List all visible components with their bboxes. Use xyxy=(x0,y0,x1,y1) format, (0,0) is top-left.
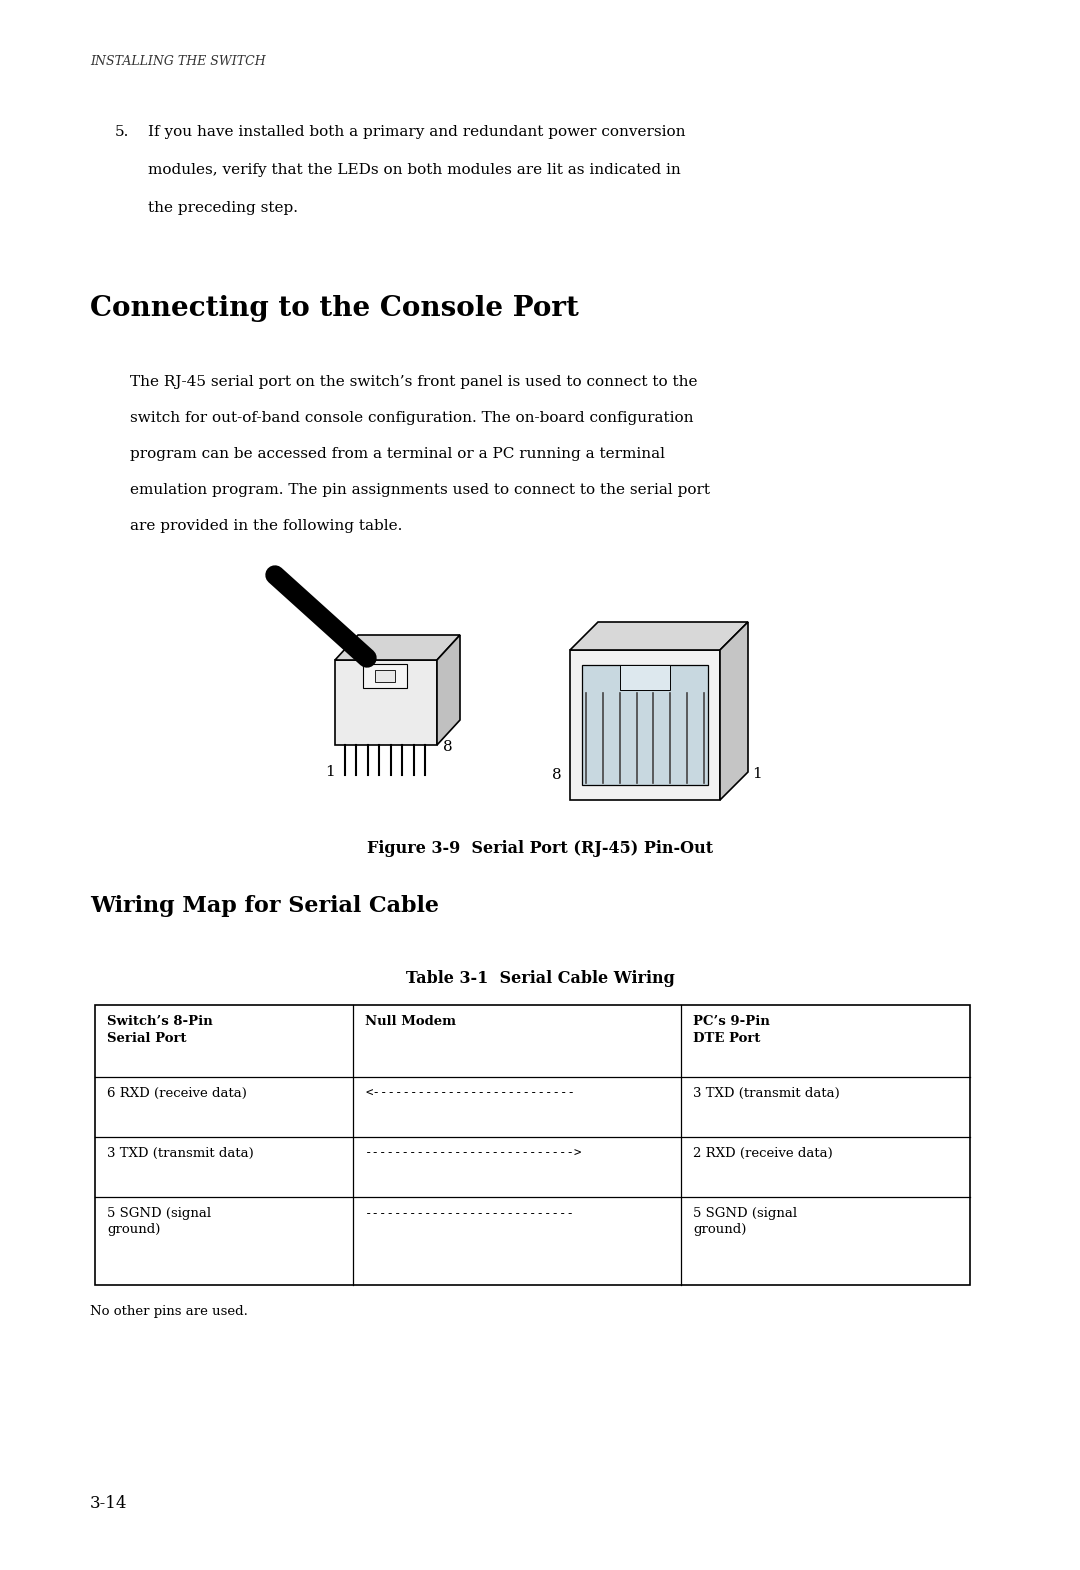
Text: 5 SGND (signal
ground): 5 SGND (signal ground) xyxy=(107,1207,211,1237)
Text: 3-14: 3-14 xyxy=(90,1495,127,1512)
Polygon shape xyxy=(570,650,720,801)
Text: 6 RXD (receive data): 6 RXD (receive data) xyxy=(107,1086,247,1101)
Text: program can be accessed from a terminal or a PC running a terminal: program can be accessed from a terminal … xyxy=(130,447,665,462)
Polygon shape xyxy=(570,622,748,650)
Text: 1: 1 xyxy=(325,765,335,779)
Polygon shape xyxy=(335,659,437,746)
Text: 5.: 5. xyxy=(114,126,130,140)
Text: PC’s 9-Pin
DTE Port: PC’s 9-Pin DTE Port xyxy=(693,1014,770,1044)
Polygon shape xyxy=(720,622,748,801)
Text: If you have installed both a primary and redundant power conversion: If you have installed both a primary and… xyxy=(148,126,686,140)
Text: switch for out-of-band console configuration. The on-board configuration: switch for out-of-band console configura… xyxy=(130,411,693,425)
Polygon shape xyxy=(620,666,670,689)
Text: the preceding step.: the preceding step. xyxy=(148,201,298,215)
Polygon shape xyxy=(437,634,460,746)
Polygon shape xyxy=(335,634,460,659)
Text: 8: 8 xyxy=(443,739,453,754)
Bar xyxy=(95,1005,970,1284)
Polygon shape xyxy=(582,666,708,785)
Text: 3 TXD (transmit data): 3 TXD (transmit data) xyxy=(107,1148,254,1160)
Text: Switch’s 8-Pin
Serial Port: Switch’s 8-Pin Serial Port xyxy=(107,1014,213,1044)
Text: 5 SGND (signal
ground): 5 SGND (signal ground) xyxy=(693,1207,797,1237)
Text: 3 TXD (transmit data): 3 TXD (transmit data) xyxy=(693,1086,840,1101)
Polygon shape xyxy=(363,664,407,688)
Text: 1: 1 xyxy=(752,768,761,780)
Text: Wiring Map for Serial Cable: Wiring Map for Serial Cable xyxy=(90,895,438,917)
Text: emulation program. The pin assignments used to connect to the serial port: emulation program. The pin assignments u… xyxy=(130,484,710,498)
Text: ----------------------------: ---------------------------- xyxy=(365,1207,576,1220)
Text: 2 RXD (receive data): 2 RXD (receive data) xyxy=(693,1148,833,1160)
Text: No other pins are used.: No other pins are used. xyxy=(90,1305,248,1317)
Text: <---------------------------: <--------------------------- xyxy=(365,1086,576,1101)
Polygon shape xyxy=(375,670,395,681)
Text: The RJ-45 serial port on the switch’s front panel is used to connect to the: The RJ-45 serial port on the switch’s fr… xyxy=(130,375,698,389)
Text: are provided in the following table.: are provided in the following table. xyxy=(130,520,403,532)
Text: modules, verify that the LEDs on both modules are lit as indicated in: modules, verify that the LEDs on both mo… xyxy=(148,163,680,177)
Text: Figure 3-9  Serial Port (RJ-45) Pin-Out: Figure 3-9 Serial Port (RJ-45) Pin-Out xyxy=(367,840,713,857)
Text: Null Modem: Null Modem xyxy=(365,1014,456,1028)
Text: INSTALLING THE SWITCH: INSTALLING THE SWITCH xyxy=(90,55,266,68)
Text: Table 3-1  Serial Cable Wiring: Table 3-1 Serial Cable Wiring xyxy=(406,970,674,988)
Text: 8: 8 xyxy=(552,768,562,782)
Text: ---------------------------->: ----------------------------> xyxy=(365,1148,582,1160)
Text: Connecting to the Console Port: Connecting to the Console Port xyxy=(90,295,579,322)
